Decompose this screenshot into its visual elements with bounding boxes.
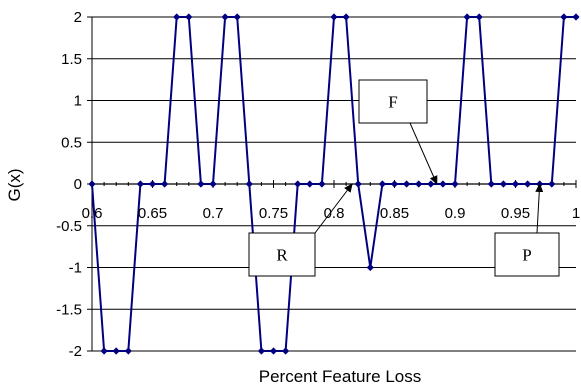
series-layer [88, 13, 580, 355]
y-axis-title: G(x) [5, 168, 24, 201]
callout-box [494, 232, 560, 277]
data-point [342, 13, 350, 21]
data-point [233, 13, 241, 21]
callout-box [358, 79, 428, 124]
data-point [475, 13, 483, 21]
x-tick-label: 0.7 [203, 205, 224, 222]
data-point [487, 180, 495, 188]
data-point [378, 180, 386, 188]
callout-arrow [535, 183, 544, 234]
data-point [511, 180, 520, 188]
callout-arrow [314, 183, 353, 234]
data-point [161, 180, 169, 188]
data-point [100, 347, 108, 355]
data-point [403, 180, 411, 188]
x-tick-label: 0.6 [82, 205, 103, 222]
callouts: F R P [248, 79, 560, 277]
callout-label: F [388, 93, 397, 112]
x-tick-label: 0.8 [324, 205, 345, 222]
y-tick-label: 0 [74, 176, 82, 193]
x-tick-label: 0.75 [259, 205, 288, 222]
callout-box [248, 232, 316, 277]
y-tick-label: 2 [74, 9, 82, 26]
data-point [439, 180, 447, 188]
data-point [427, 180, 435, 188]
data-point [257, 347, 265, 355]
y-tick-label: -1 [69, 260, 82, 277]
y-tick-label: 1 [74, 93, 82, 110]
data-point [282, 347, 290, 355]
callout-label: P [522, 246, 531, 265]
data-point [209, 180, 217, 188]
data-point [124, 347, 132, 355]
data-point [185, 13, 193, 21]
data-point [306, 180, 314, 188]
x-tick-label: 0.85 [380, 205, 409, 222]
data-point [524, 180, 532, 188]
y-tick-label: -1.5 [56, 301, 82, 318]
y-tick-label: 1.5 [61, 51, 82, 68]
x-axis-title: Percent Feature Loss [259, 367, 422, 386]
tick-labels: 2 1.5 1 0.5 0 -0.5 -1 -1.5 -2 0.6 0.65 0.7 0.75 0.8 0.… [56, 9, 580, 360]
data-point [390, 180, 399, 188]
data-point [415, 180, 423, 188]
data-point [354, 180, 362, 188]
data-point [499, 180, 507, 188]
callout-label: R [276, 246, 288, 265]
data-point [451, 180, 459, 188]
data-point [560, 13, 568, 21]
data-point [318, 180, 326, 188]
data-point [269, 347, 278, 355]
y-tick-label: 0.5 [61, 134, 82, 151]
data-point [148, 180, 157, 188]
x-tick-label: 0.95 [501, 205, 530, 222]
data-point [572, 13, 580, 21]
data-point [548, 180, 556, 188]
x-tick-label: 1 [572, 205, 580, 222]
y-tick-label: -0.5 [56, 218, 82, 235]
data-point [173, 13, 181, 21]
data-point [197, 180, 205, 188]
y-tick-label: -2 [69, 343, 82, 360]
callout-arrow [409, 122, 438, 185]
data-point [88, 180, 96, 188]
data-point [463, 13, 471, 21]
data-point [294, 180, 302, 188]
data-point [366, 263, 374, 272]
data-point [112, 347, 120, 355]
x-tick-label: 0.9 [445, 205, 466, 222]
data-point [245, 180, 253, 188]
data-point [330, 13, 338, 21]
data-point [136, 180, 144, 188]
data-point [221, 13, 229, 21]
x-tick-label: 0.65 [138, 205, 167, 222]
